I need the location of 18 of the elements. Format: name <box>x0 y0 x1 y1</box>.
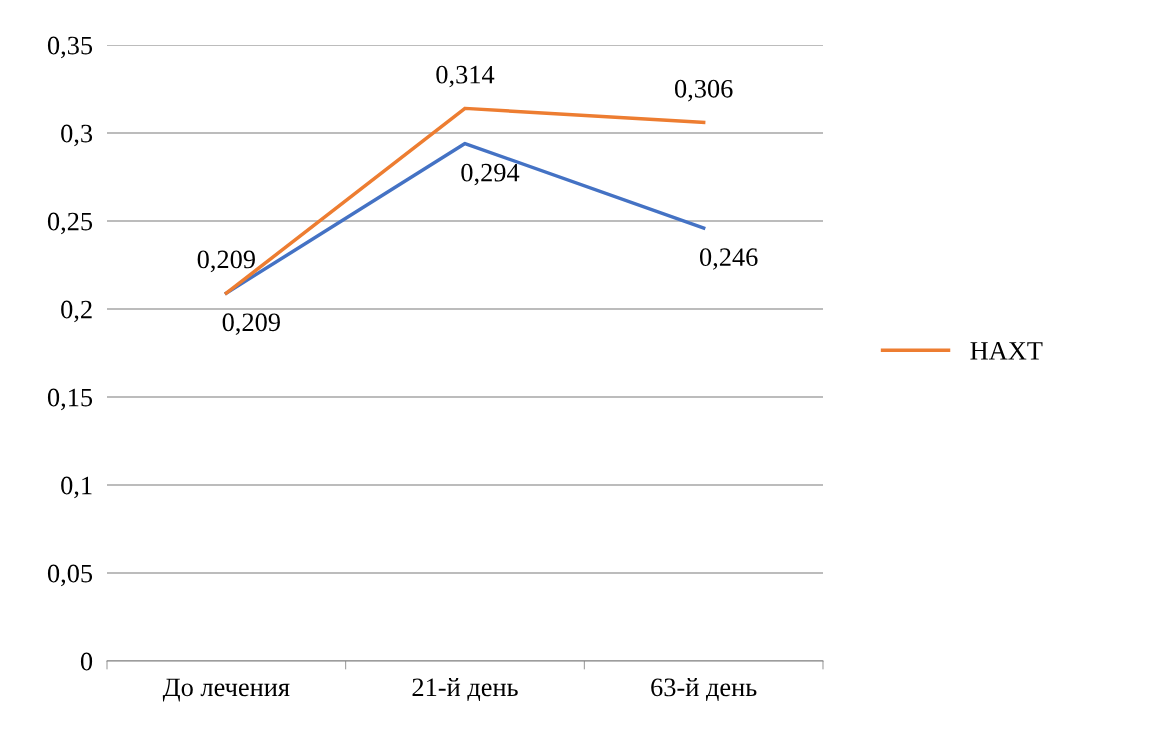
data-label: 0,209 <box>222 313 280 335</box>
data-label: 0,314 <box>436 65 495 88</box>
x-tick-label: 21-й день <box>412 677 518 702</box>
data-label: 0,294 <box>461 163 520 186</box>
x-tick-label: 63-й день <box>651 677 757 702</box>
x-tick-label: До лечения <box>162 678 290 702</box>
data-label: 0,246 <box>699 248 758 270</box>
y-tick-label: 0,1 <box>61 476 92 499</box>
y-tick-label: 0,2 <box>61 300 92 323</box>
y-tick-label: 0 <box>80 652 93 671</box>
data-label: 0,209 <box>197 250 255 273</box>
y-tick-label: 0,25 <box>47 212 93 235</box>
legend-label: НАХТ <box>970 342 1043 360</box>
y-tick-label: 0,15 <box>47 388 93 411</box>
y-tick-label: 0,35 <box>47 36 93 59</box>
y-tick-label: 0,3 <box>61 124 93 147</box>
y-tick-label: 0,05 <box>47 564 93 587</box>
data-label: 0,306 <box>674 79 733 102</box>
